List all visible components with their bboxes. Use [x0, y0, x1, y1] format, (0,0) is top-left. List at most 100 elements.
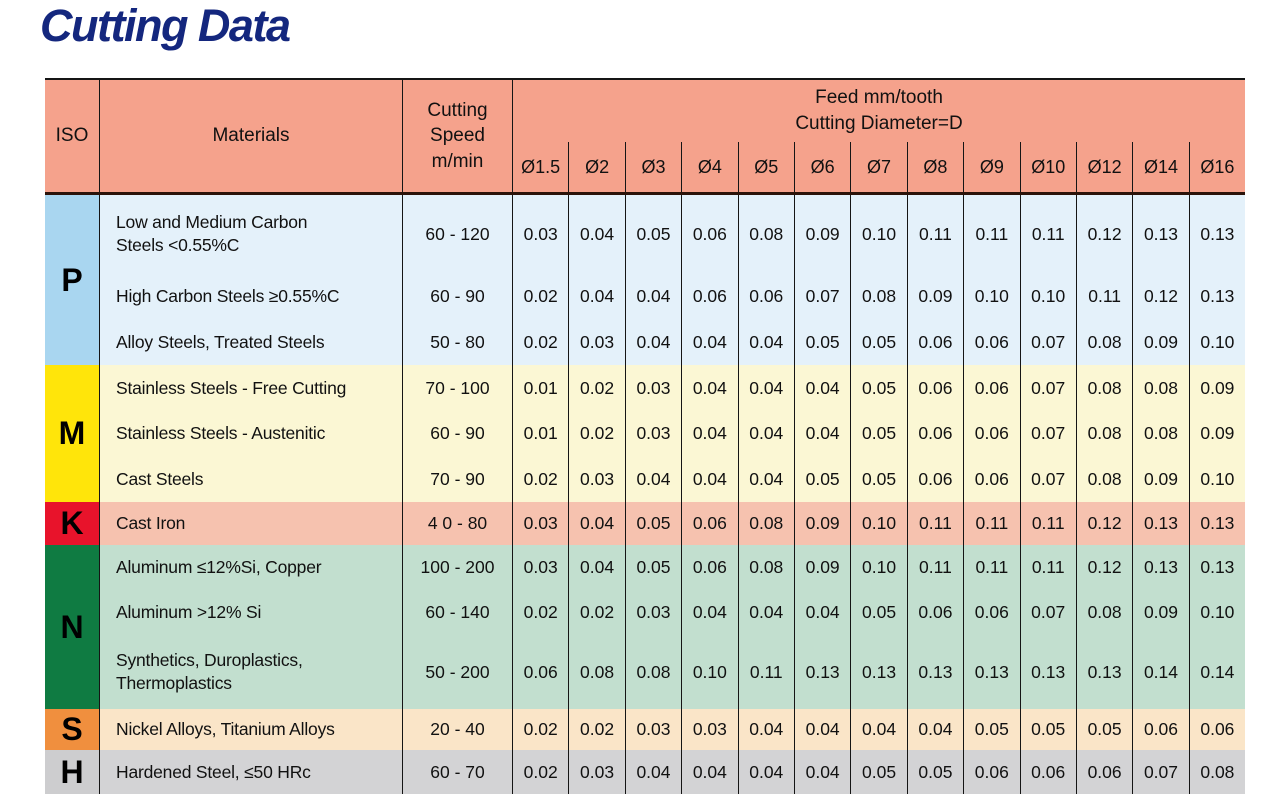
feed-value-cell: 0.04: [681, 319, 737, 365]
feed-value-cell: 0.06: [1075, 750, 1132, 794]
diameter-header-row: Ø1.5 Ø2 Ø3 Ø4 Ø5 Ø6 Ø7 Ø8 Ø9 Ø10 Ø12 Ø14 Ø16: [513, 142, 1245, 192]
feed-value-cell: 0.11: [1019, 545, 1076, 590]
feed-value-cell: 0.05: [850, 411, 906, 456]
feed-value-cell: 0.10: [850, 545, 906, 590]
feed-value-cell: 0.06: [963, 319, 1019, 365]
feed-value-cell: 0.08: [1132, 365, 1188, 411]
diameter-header-cell: Ø4: [681, 142, 737, 192]
feed-cells: 0.01 0.02 0.03 0.04 0.04 0.04 0.05 0.06 0.06 0.07…: [513, 411, 1245, 456]
feed-value-cell: 0.05: [624, 502, 681, 545]
diameter-header-cell: Ø14: [1132, 142, 1188, 192]
iso-label-s: S: [45, 709, 100, 750]
group-rows: Low and Medium Carbon Steels <0.55%C 60 -…: [100, 195, 1245, 365]
diameter-header-cell: Ø10: [1019, 142, 1076, 192]
feed-value-cell: 0.06: [963, 411, 1019, 456]
feed-value-cell: 0.04: [793, 750, 850, 794]
feed-value-cell: 0.08: [737, 545, 794, 590]
table-row: Stainless Steels - Free Cutting 70 - 100 0…: [100, 365, 1245, 411]
feed-value-cell: 0.09: [906, 273, 963, 319]
feed-value-cell: 0.03: [624, 709, 681, 750]
feed-value-cell: 0.04: [793, 590, 850, 635]
feed-value-cell: 0.09: [1188, 411, 1245, 456]
feed-value-cell: 0.04: [568, 195, 624, 273]
feed-value-cell: 0.04: [850, 709, 906, 750]
feed-value-cell: 0.03: [624, 590, 681, 635]
iso-label-n: N: [45, 545, 100, 709]
speed-cell: 50 - 80: [403, 319, 513, 365]
iso-group-h: H Hardened Steel, ≤50 HRc 60 - 70 0.02 0.03 0…: [45, 750, 1245, 794]
table-row: High Carbon Steels ≥0.55%C 60 - 90 0.02 0.0…: [100, 273, 1245, 319]
feed-cells: 0.02 0.03 0.04 0.04 0.04 0.05 0.05 0.06 0.06 0.07…: [513, 319, 1245, 365]
cutting-data-table: ISO Materials Cutting Speed m/min Feed m…: [45, 78, 1245, 794]
feed-value-cell: 0.05: [963, 709, 1019, 750]
speed-cell: 50 - 200: [403, 635, 513, 709]
feed-value-cell: 0.06: [963, 750, 1019, 794]
feed-value-cell: 0.13: [1188, 273, 1245, 319]
material-cell: Nickel Alloys, Titanium Alloys: [100, 709, 403, 750]
feed-value-cell: 0.04: [737, 365, 794, 411]
feed-cells: 0.03 0.04 0.05 0.06 0.08 0.09 0.10 0.11 0.11 0.11…: [513, 502, 1245, 545]
feed-value-cell: 0.04: [737, 750, 794, 794]
feed-value-cell: 0.12: [1075, 502, 1132, 545]
feed-value-cell: 0.11: [737, 635, 794, 709]
feed-value-cell: 0.10: [850, 502, 906, 545]
feed-value-cell: 0.12: [1075, 545, 1132, 590]
feed-value-cell: 0.02: [568, 590, 624, 635]
feed-cells: 0.02 0.04 0.04 0.06 0.06 0.07 0.08 0.09 0.10 0.10…: [513, 273, 1245, 319]
feed-cells: 0.02 0.02 0.03 0.03 0.04 0.04 0.04 0.04 0.05 0.05…: [513, 709, 1245, 750]
feed-cells: 0.02 0.03 0.04 0.04 0.04 0.05 0.05 0.06 0.06 0.07…: [513, 456, 1245, 502]
iso-group-m: M Stainless Steels - Free Cutting 70 - 100…: [45, 365, 1245, 502]
feed-value-cell: 0.04: [681, 456, 737, 502]
feed-value-cell: 0.05: [1019, 709, 1076, 750]
feed-value-cell: 0.11: [906, 195, 963, 273]
feed-value-cell: 0.12: [1075, 195, 1132, 273]
speed-cell: 4 0 - 80: [403, 502, 513, 545]
feed-value-cell: 0.04: [793, 365, 850, 411]
material-cell: Aluminum ≤12%Si, Copper: [100, 545, 403, 590]
feed-value-cell: 0.06: [963, 456, 1019, 502]
feed-value-cell: 0.04: [906, 709, 963, 750]
feed-value-cell: 0.11: [1075, 273, 1132, 319]
feed-value-cell: 0.04: [681, 750, 737, 794]
feed-value-cell: 0.03: [568, 750, 624, 794]
feed-value-cell: 0.02: [523, 285, 558, 306]
feed-value-cell: 0.06: [681, 195, 737, 273]
diameter-header-cell: Ø6: [793, 142, 850, 192]
feed-value-cell: 0.09: [793, 545, 850, 590]
feed-value-cell: 0.02: [568, 365, 624, 411]
group-rows: Stainless Steels - Free Cutting 70 - 100 0…: [100, 365, 1245, 502]
feed-value-cell: 0.10: [1188, 456, 1245, 502]
feed-value-cell: 0.06: [681, 502, 737, 545]
feed-value-cell: 0.04: [568, 273, 624, 319]
feed-value-cell: 0.06: [1019, 750, 1076, 794]
feed-value-cell: 0.07: [1019, 456, 1076, 502]
material-cell: Hardened Steel, ≤50 HRc: [100, 750, 403, 794]
material-cell: Alloy Steels, Treated Steels: [100, 319, 403, 365]
feed-value-cell: 0.08: [737, 195, 794, 273]
material-cell: Stainless Steels - Free Cutting: [100, 365, 403, 411]
page-title: Cutting Data: [40, 0, 291, 51]
feed-value-cell: 0.01: [523, 377, 558, 398]
group-rows: Aluminum ≤12%Si, Copper 100 - 200 0.03 0.04…: [100, 545, 1245, 709]
feed-value-cell: 0.03: [523, 513, 558, 533]
feed-value-cell: 0.11: [1019, 195, 1076, 273]
feed-value-cell: 0.04: [624, 273, 681, 319]
feed-value-cell: 0.05: [793, 456, 850, 502]
feed-cells: 0.03 0.04 0.05 0.06 0.08 0.09 0.10 0.11 0.11 0.11…: [513, 195, 1245, 273]
feed-value-cell: 0.10: [1188, 590, 1245, 635]
feed-value-cell: 0.06: [963, 365, 1019, 411]
iso-label-h: H: [45, 750, 100, 794]
iso-label-p: P: [45, 195, 100, 365]
feed-value-cell: 0.08: [1075, 319, 1132, 365]
feed-value-cell: 0.13: [1188, 195, 1245, 273]
feed-value-cell: 0.02: [568, 411, 624, 456]
feed-value-cell: 0.06: [1188, 709, 1245, 750]
feed-value-cell: 0.04: [737, 319, 794, 365]
feed-value-cell: 0.02: [568, 709, 624, 750]
feed-value-cell: 0.09: [1132, 590, 1188, 635]
cutting-speed-header-cell: Cutting Speed m/min: [403, 80, 513, 192]
iso-group-n: N Aluminum ≤12%Si, Copper 100 - 200 0.03 0.0…: [45, 545, 1245, 709]
feed-value-cell: 0.10: [1188, 319, 1245, 365]
speed-cell: 70 - 90: [403, 456, 513, 502]
